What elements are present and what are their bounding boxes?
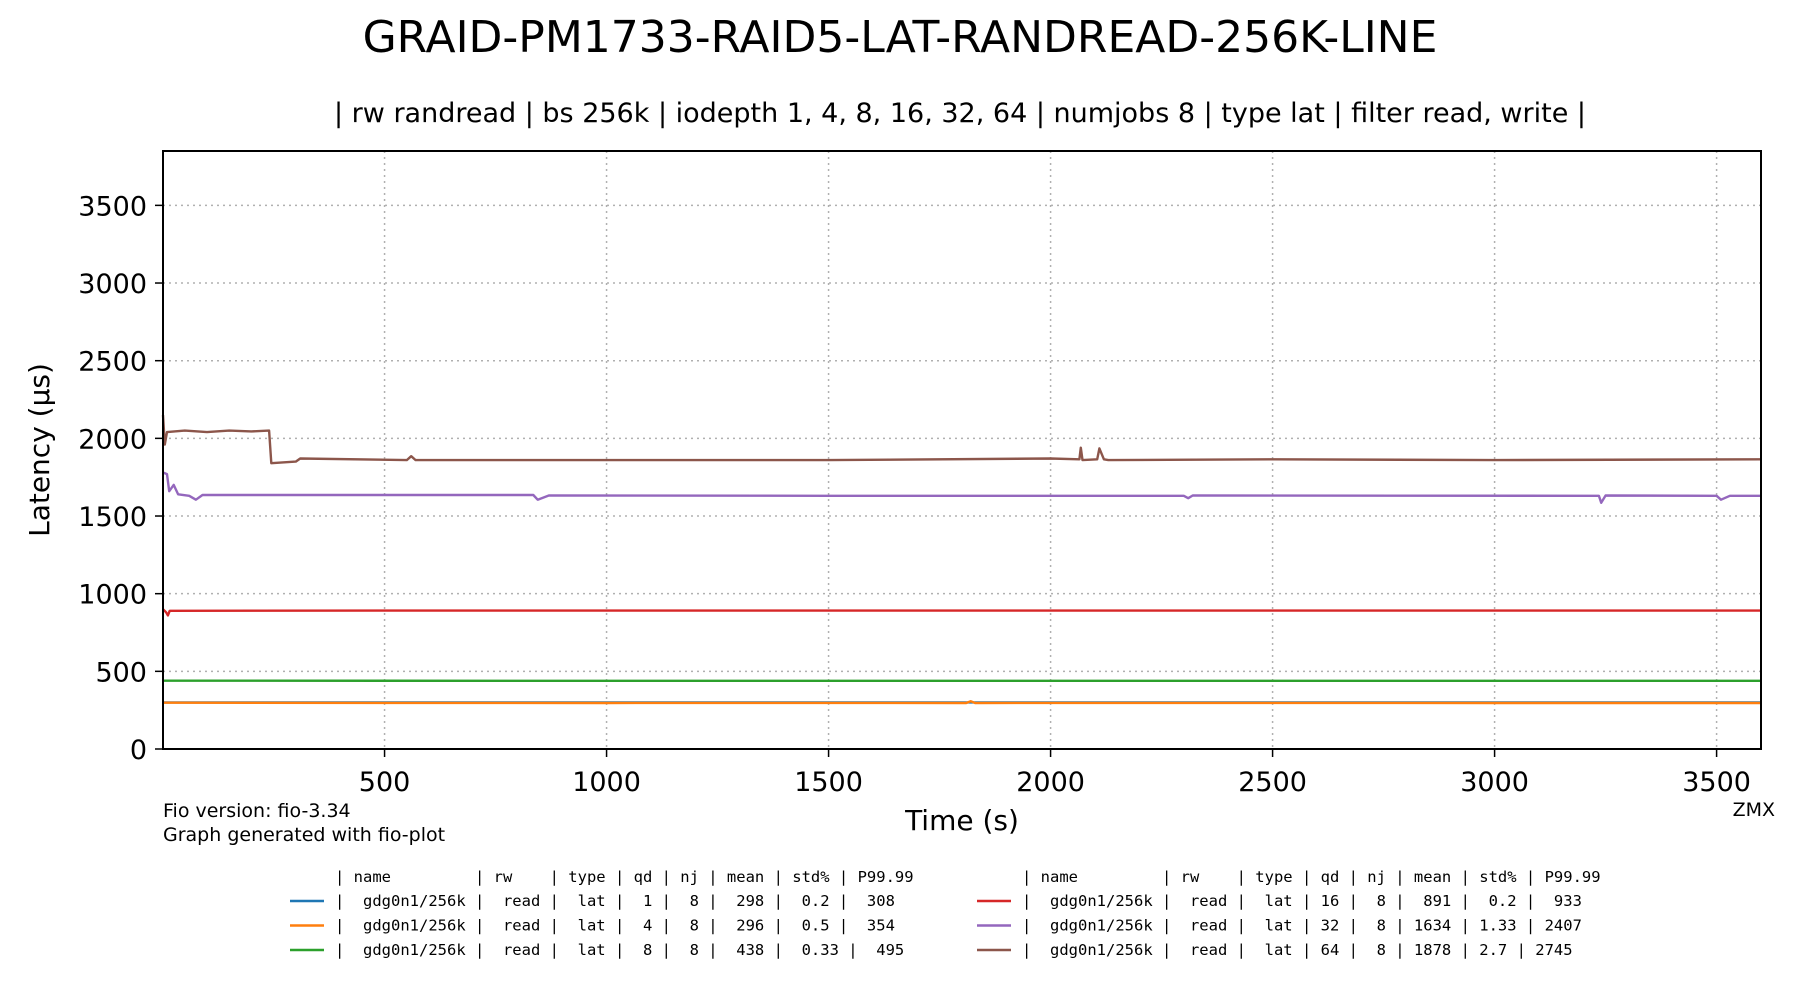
- plot-frame: [162, 150, 1762, 750]
- y-axis-ticks: 0 500 1000 1500 2000 2500 3000 3500: [78, 191, 163, 766]
- legend-entry: | gdg0n1/256k | read | lat | 64 | 8 | 18…: [1022, 941, 1573, 959]
- x-tick-label: 2500: [1238, 767, 1307, 798]
- y-tick-label: 3000: [78, 269, 147, 300]
- x-tick-label: 3000: [1460, 767, 1529, 798]
- series-lines: [161, 415, 1762, 705]
- y-tick-label: 500: [95, 657, 147, 688]
- legend-entry: | gdg0n1/256k | read | lat | 8 | 8 | 438…: [335, 941, 904, 959]
- chart-title: GRAID-PM1733-RAID5-LAT-RANDREAD-256K-LIN…: [363, 12, 1438, 63]
- y-tick-label: 1500: [78, 502, 147, 533]
- x-tick-label: 500: [359, 767, 411, 798]
- x-axis-label: Time (s): [904, 804, 1019, 837]
- legend-entry: | gdg0n1/256k | read | lat | 16 | 8 | 89…: [1022, 892, 1582, 910]
- x-tick-label: 3500: [1682, 767, 1751, 798]
- corner-label: ZMX: [1733, 799, 1775, 821]
- y-tick-label: 0: [130, 735, 147, 766]
- legend-header: | name | rw | type | qd | nj | mean | st…: [1022, 868, 1601, 886]
- chart-subtitle: | rw randread | bs 256k | iodepth 1, 4, …: [334, 98, 1586, 129]
- series-line-qd-5: [161, 415, 1762, 465]
- y-tick-label: 3500: [78, 191, 147, 222]
- legend-header: | name | rw | type | qd | nj | mean | st…: [335, 868, 914, 886]
- y-tick-label: 1000: [78, 580, 147, 611]
- series-line-qd-1: [162, 700, 1761, 705]
- legend-entry: | gdg0n1/256k | read | lat | 4 | 8 | 296…: [335, 917, 895, 935]
- series-line-qd-4: [162, 471, 1761, 504]
- generator-note: Graph generated with fio-plot: [163, 824, 445, 846]
- legend-entry: | gdg0n1/256k | read | lat | 1 | 8 | 298…: [335, 892, 895, 910]
- x-tick-label: 1000: [572, 767, 641, 798]
- legend: | name | rw | type | qd | nj | mean | st…: [290, 868, 1601, 959]
- legend-entry: | gdg0n1/256k | read | lat | 32 | 8 | 16…: [1022, 917, 1582, 935]
- y-axis-label: Latency (µs): [23, 363, 56, 537]
- grid: [163, 151, 1761, 749]
- series-line-qd-3: [162, 608, 1761, 617]
- x-axis-ticks: 500 1000 1500 2000 2500 3000 3500: [359, 749, 1751, 798]
- x-tick-label: 1500: [794, 767, 863, 798]
- x-tick-label: 2000: [1016, 767, 1085, 798]
- fio-version-note: Fio version: fio-3.34: [163, 800, 351, 822]
- y-tick-label: 2000: [78, 424, 147, 455]
- y-tick-label: 2500: [78, 347, 147, 378]
